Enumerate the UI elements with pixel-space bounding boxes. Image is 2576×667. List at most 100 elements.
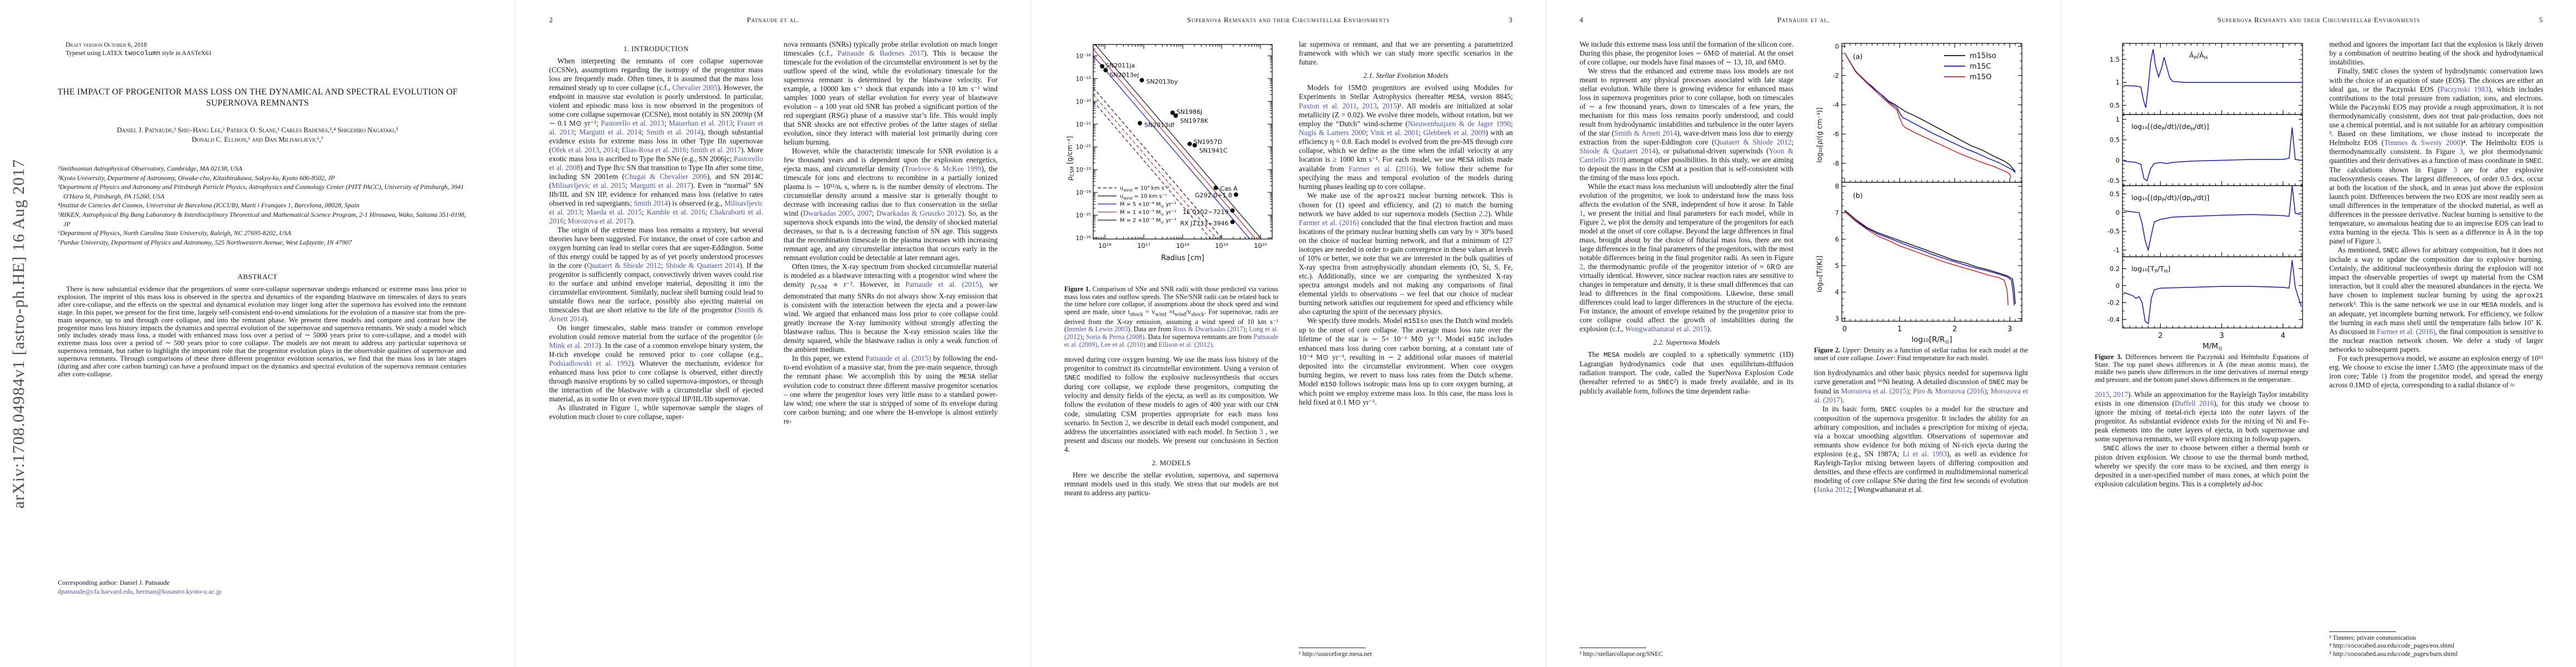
citation-link[interactable]: Chugai & Chevalier 2006 — [624, 172, 707, 181]
citation-link[interactable]: 2 — [1600, 218, 1605, 226]
citation-link[interactable]: Smith & Arnett 2014 — [1614, 129, 1677, 137]
citation-link[interactable]: Li et al. 1993 — [1902, 450, 1947, 459]
citation-link[interactable]: Fraser et al. 2013 — [549, 119, 764, 136]
citation-link[interactable]: Mauerhan et al. 2013 — [669, 119, 733, 127]
citation-link[interactable]: Chakraborti et al. 2016 — [549, 208, 763, 225]
citation-link[interactable]: 3 — [2375, 237, 2380, 245]
citation-link[interactable]: 2015 — [2095, 390, 2110, 399]
citation-link[interactable]: Pastorello et al. 2008 — [549, 155, 763, 172]
svg-text:0.5: 0.5 — [2110, 190, 2120, 198]
citation-link[interactable]: Smith et al. 2014 — [646, 128, 701, 136]
citation-link[interactable]: Farmer et al. (2016) — [1299, 218, 1359, 227]
citation-link[interactable]: Patnaude et al. (2009) — [1064, 333, 1278, 349]
citation-link[interactable]: Immler & Lewin 2003 — [1067, 325, 1128, 334]
citation-link[interactable]: Elias-Rosa et al. 2016 — [621, 146, 687, 154]
code-text: SNEC — [1657, 379, 1674, 386]
citation-link[interactable]: 2 — [1580, 262, 1583, 271]
paragraph: For each presupernova model, we assume a… — [2329, 354, 2543, 389]
footnotes: ¹ http://sourceforge.mesa.net — [1299, 647, 1513, 659]
citation-link[interactable]: Milisavljevic et al. 2015 — [551, 181, 626, 190]
code-text: SNEC — [1880, 406, 1897, 414]
citation-link[interactable]: Paxton et al. 2011 — [1299, 102, 1357, 110]
svg-text:(a): (a) — [1853, 52, 1862, 61]
citation-link[interactable]: Piro & Morozova (2016) — [1913, 387, 1987, 396]
citation-link[interactable]: Lee et al. (2010) — [1100, 340, 1145, 349]
citation-link[interactable]: Farmer et al. (2016) — [2376, 327, 2436, 336]
svg-text:10⁻²⁵: 10⁻²⁵ — [1076, 212, 1091, 219]
citation-link[interactable]: Long et al. (2012) — [1064, 325, 1278, 341]
citation-link[interactable]: Timmes & Swesty 2000 — [2384, 138, 2461, 147]
citation-link[interactable]: Shiode & Quataert 2014 — [1580, 147, 1656, 155]
citation-link[interactable]: Vink et al. 2001 — [1370, 128, 1419, 137]
citation-link[interactable]: Paczynski 1983 — [2440, 85, 2489, 93]
citation-link[interactable]: Farmer et al. — [1348, 165, 1392, 173]
citation-link[interactable]: Truelove & McKee 1999 — [904, 165, 981, 173]
citation-link[interactable]: Patnaude et al. (2015) — [865, 354, 931, 362]
email-link[interactable]: dpatnaude@cfa.harvard.edu, herman@kusast… — [58, 588, 222, 595]
citation-link[interactable]: Morozova et al. 2017 — [567, 217, 631, 225]
citation-link[interactable]: 1 — [1580, 209, 1583, 217]
column-right: 0 -2 -4 -6 -8 (a) log₁₀[ρ/(g cm⁻³)] m15Iso m15C m… — [1814, 40, 2028, 667]
svg-text:m15C: m15C — [1970, 63, 1991, 71]
citation-link[interactable]: Ellison et al. (2012) — [1158, 340, 1213, 349]
citation-link[interactable]: 2 — [1124, 419, 1129, 427]
svg-text:7: 7 — [1835, 209, 1839, 217]
citation-link[interactable]: 2015 — [1382, 102, 1397, 110]
citation-link[interactable]: Dwarkadas & Gruszko 2012 — [876, 209, 962, 217]
citation-link[interactable]: 1 — [633, 404, 637, 412]
citation-link[interactable]: Glebbeek et al. 2009 — [1423, 128, 1486, 137]
citation-link[interactable]: Podsiadlowski et al. 1992 — [549, 359, 631, 367]
citation-link[interactable]: Morozova et al. (2017) — [1814, 387, 2028, 405]
citation-link[interactable]: Quataert & Shiode 2012 — [586, 261, 661, 270]
citation-link[interactable]: Smith et al. 2017 — [690, 146, 741, 154]
svg-text:log₁₀[T/(K)]: log₁₀[T/(K)] — [1816, 256, 1823, 292]
citation-link[interactable]: 2.2 — [1478, 210, 1488, 218]
svg-text:10⁻²³: 10⁻²³ — [1076, 167, 1091, 173]
citation-link[interactable]: 3 — [2453, 166, 2458, 174]
citation-link[interactable]: de Mink et al. 2013 — [549, 332, 763, 350]
section-heading: 2. MODELS — [1152, 459, 1191, 467]
citation-link[interactable]: Duffell 2016 — [2174, 399, 2214, 408]
citation-link[interactable]: 3 — [1259, 427, 1263, 436]
citation-link[interactable]: Margutti et al. 2014 — [579, 128, 642, 136]
citation-link[interactable]: 1 — [2380, 372, 2385, 380]
svg-text:log₁₀[R/R⊙]: log₁₀[R/R⊙] — [1911, 335, 1952, 344]
figure1-caption: Figure 1. Comparison of SNe and SNR radi… — [1064, 285, 1279, 349]
citation-link[interactable]: Kamble et al. 2016 — [646, 208, 706, 216]
citation-link[interactable]: Patnaude et al. (2015) — [905, 280, 981, 288]
citation-link[interactable]: Dwarkadas 2005 — [803, 209, 853, 217]
citation-link[interactable]: Nugis & Lamers 2000 — [1299, 128, 1366, 137]
citation-link[interactable]: 2014 — [603, 146, 618, 154]
citation-link[interactable]: Pastorello et al. 2013 — [601, 119, 665, 127]
citation-link[interactable]: Smith & Arnett 2014 — [549, 306, 763, 323]
citation-link[interactable]: Ofek et al. 2013 — [551, 146, 600, 154]
citation-link[interactable]: Smith 2014 — [634, 199, 668, 207]
citation-link[interactable]: Patnaude & Badenes 2017 — [837, 49, 924, 57]
affiliation: ³Department of Physics and Astronomy and… — [58, 183, 464, 200]
citation-link[interactable]: Yoon & Cantiello 2010 — [1580, 147, 1793, 164]
citation-link[interactable]: 2013 — [1362, 102, 1377, 110]
citation-link[interactable]: Margutti et al. 2017 — [630, 181, 691, 190]
svg-text:-0.5: -0.5 — [2107, 227, 2120, 235]
citation-link[interactable]: Quataert & Shiode 2012 — [1714, 138, 1792, 146]
column-right: nova remnants (SNRs) typically probe ste… — [784, 40, 998, 667]
citation-link[interactable]: Milisavljevic et al. 2013 — [549, 199, 763, 216]
svg-text:10⁻²⁰: 10⁻²⁰ — [1076, 98, 1091, 105]
citation-link[interactable]: Shiode & Quataert 2014 — [665, 261, 740, 270]
citation-link[interactable]: Ross & Dwarkadas (2017) — [1173, 325, 1245, 334]
citation-link[interactable]: Janka 2012 — [1816, 485, 1850, 494]
citation-link[interactable]: 3 — [2459, 147, 2463, 156]
citation-link[interactable]: Morozova et al. (2015) — [1841, 387, 1909, 396]
svg-text:uwind = 10³ km s⁻¹: uwind = 10³ km s⁻¹ — [1120, 186, 1169, 193]
citation-link[interactable]: Nieuwenhuijzen & de Jager 1990 — [1408, 120, 1511, 128]
citation-link[interactable]: Soria & Perna (2008) — [1086, 333, 1145, 341]
paragraph: When interpreting the remnants of core c… — [549, 57, 764, 225]
citation-link[interactable]: 2017 — [2113, 390, 2128, 399]
svg-text:0: 0 — [2116, 209, 2120, 217]
citation-link[interactable]: Chevalier 2005 — [672, 83, 718, 92]
citation-link[interactable]: Wongwathanarat et al. 2015 — [1625, 325, 1707, 333]
citation-link[interactable]: Maeda et al. 2015 — [586, 208, 642, 216]
citation-link[interactable]: 2016 — [1398, 165, 1413, 173]
citation-link[interactable]: 2007 — [857, 209, 872, 217]
svg-text:log₁₀[(dpP/dt)/(dpH/dt)]: log₁₀[(dpP/dt)/(dpH/dt)] — [2131, 193, 2209, 203]
